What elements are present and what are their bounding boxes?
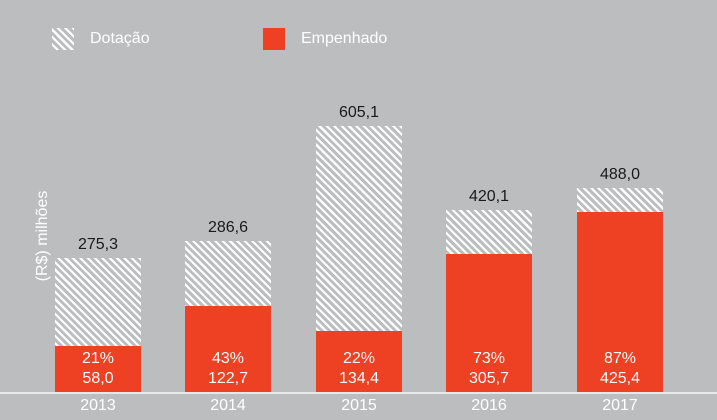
x-tick-label: 2014 <box>210 397 246 414</box>
pct-label: 21% <box>81 350 115 367</box>
empenhado-value-label: 305,7 <box>468 370 510 387</box>
x-tick-label: 2013 <box>80 397 116 414</box>
bar-empenhado-2016 <box>446 254 532 393</box>
x-axis-baseline <box>0 392 717 394</box>
empenhado-value-label: 58,0 <box>82 370 114 387</box>
legend-swatch-hatched <box>52 28 74 50</box>
legend-item-dotacao: Dotação <box>52 28 150 50</box>
legend-swatch-solid <box>263 28 285 50</box>
dotacao-value-label: 605,1 <box>338 104 380 121</box>
x-tick-label: 2017 <box>602 397 638 414</box>
pct-label: 87% <box>603 350 637 367</box>
dotacao-value-label: 420,1 <box>468 188 510 205</box>
dotacao-value-label: 286,6 <box>207 219 249 236</box>
bar-empenhado-2017 <box>577 212 663 393</box>
pct-label: 22% <box>342 350 376 367</box>
pct-label: 43% <box>211 350 245 367</box>
x-tick-label: 2016 <box>471 397 507 414</box>
pct-label: 73% <box>472 350 506 367</box>
x-tick-label: 2015 <box>341 397 377 414</box>
legend-label: Empenhado <box>301 30 388 47</box>
legend-item-empenhado: Empenhado <box>263 28 387 50</box>
dotacao-value-label: 275,3 <box>77 236 119 253</box>
empenhado-value-label: 134,4 <box>338 370 380 387</box>
dotacao-value-label: 488,0 <box>599 166 641 183</box>
empenhado-value-label: 425,4 <box>599 370 641 387</box>
empenhado-value-label: 122,7 <box>207 370 249 387</box>
bar-empenhado-2013 <box>55 346 141 393</box>
legend-label: Dotação <box>90 30 150 47</box>
bar-empenhado-2015 <box>316 331 402 393</box>
bar-empenhado-2014 <box>185 306 271 393</box>
